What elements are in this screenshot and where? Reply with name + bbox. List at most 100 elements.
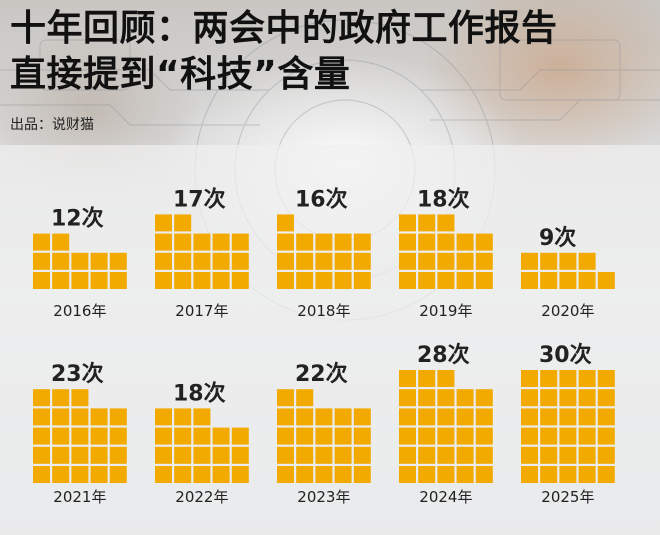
waffle-square xyxy=(212,466,230,483)
waffle-square xyxy=(296,272,314,289)
waffle-square xyxy=(52,408,70,426)
waffle-square xyxy=(456,389,474,407)
waffle-square xyxy=(353,446,371,464)
waffle-square xyxy=(399,214,416,232)
waffle-square xyxy=(540,446,558,464)
waffle-square xyxy=(212,252,230,270)
waffle-square xyxy=(174,446,192,464)
waffle-square xyxy=(277,446,294,464)
waffle-square xyxy=(52,272,70,289)
waffle-square xyxy=(418,466,436,483)
waffle-square xyxy=(521,466,538,483)
waffle-square xyxy=(296,408,314,426)
category-label: 2021年 xyxy=(53,488,106,506)
waffle-square xyxy=(174,272,192,289)
waffle-square xyxy=(174,427,192,445)
waffle-square xyxy=(475,408,493,426)
title-line-1: 十年回顾：两会中的政府工作报告 xyxy=(10,8,558,49)
waffle-square xyxy=(33,446,50,464)
waffle-square xyxy=(33,389,50,407)
waffle-square xyxy=(353,408,371,426)
waffle-square xyxy=(578,252,596,270)
category-label: 2022年 xyxy=(175,488,228,506)
waffle-square xyxy=(418,389,436,407)
waffle-square xyxy=(559,408,577,426)
waffle-square xyxy=(559,446,577,464)
waffle-square xyxy=(109,252,127,270)
waffle-block-2023年: 22次 2023年 xyxy=(277,361,371,506)
waffle-square xyxy=(521,252,538,270)
waffle-square xyxy=(353,466,371,483)
waffle-square xyxy=(597,272,615,289)
waffle-square xyxy=(277,233,294,251)
waffle-square xyxy=(71,252,89,270)
waffle-square xyxy=(155,408,172,426)
waffle-square xyxy=(90,408,108,426)
waffle-square xyxy=(109,466,127,483)
waffle-square xyxy=(437,408,455,426)
waffle-square xyxy=(418,252,436,270)
waffle-square xyxy=(52,427,70,445)
waffle-square xyxy=(456,252,474,270)
waffle-square xyxy=(540,389,558,407)
waffle-square xyxy=(399,370,416,387)
waffle-square xyxy=(475,252,493,270)
waffle-block-2016年: 12次 2016年 xyxy=(33,206,127,320)
waffle-square xyxy=(296,427,314,445)
waffle-square xyxy=(212,427,230,445)
waffle-square xyxy=(71,408,89,426)
waffle-square xyxy=(231,233,249,251)
waffle-square xyxy=(315,427,333,445)
waffle-square xyxy=(277,408,294,426)
waffle-square xyxy=(334,446,352,464)
waffle-square xyxy=(578,427,596,445)
waffle-square xyxy=(521,370,538,387)
waffle-square xyxy=(521,272,538,289)
waffle-square xyxy=(456,272,474,289)
page-title: 十年回顾：两会中的政府工作报告 直接提到“科技”含量 xyxy=(10,6,650,98)
waffle-square xyxy=(71,466,89,483)
waffle-square xyxy=(212,272,230,289)
waffle-square xyxy=(475,446,493,464)
waffle-square xyxy=(521,446,538,464)
waffle-square xyxy=(399,408,416,426)
waffle-square xyxy=(33,408,50,426)
waffle-square xyxy=(475,272,493,289)
waffle-square xyxy=(353,252,371,270)
waffle-block-2021年: 23次 2021年 xyxy=(33,361,127,506)
waffle-square xyxy=(521,427,538,445)
waffle-square xyxy=(578,272,596,289)
waffle-square xyxy=(418,214,436,232)
waffle-block-2018年: 16次 2018年 xyxy=(277,186,371,320)
waffle-square xyxy=(315,466,333,483)
waffle-square xyxy=(418,427,436,445)
waffle-square xyxy=(109,427,127,445)
waffle-square xyxy=(334,408,352,426)
waffle-square xyxy=(578,389,596,407)
waffle-square xyxy=(193,233,211,251)
waffle-square xyxy=(193,408,211,426)
waffle-square xyxy=(399,252,416,270)
waffle-square xyxy=(277,466,294,483)
waffle-square xyxy=(334,427,352,445)
waffle-block-2025年: 30次 2025年 xyxy=(521,342,615,506)
waffle-square xyxy=(296,233,314,251)
waffle-square xyxy=(52,446,70,464)
waffle-square xyxy=(193,466,211,483)
waffle-square xyxy=(277,272,294,289)
waffle-square xyxy=(90,427,108,445)
waffle-square xyxy=(399,272,416,289)
waffle-square xyxy=(399,427,416,445)
waffle-square xyxy=(33,233,50,251)
category-label: 2018年 xyxy=(297,302,350,320)
waffle-square xyxy=(231,446,249,464)
waffle-square xyxy=(475,427,493,445)
waffle-square xyxy=(71,427,89,445)
waffle-square xyxy=(334,252,352,270)
waffle-square xyxy=(52,466,70,483)
waffle-square xyxy=(399,466,416,483)
waffle-square xyxy=(578,408,596,426)
waffle-square xyxy=(540,427,558,445)
waffle-square xyxy=(437,370,455,387)
waffle-square xyxy=(109,272,127,289)
